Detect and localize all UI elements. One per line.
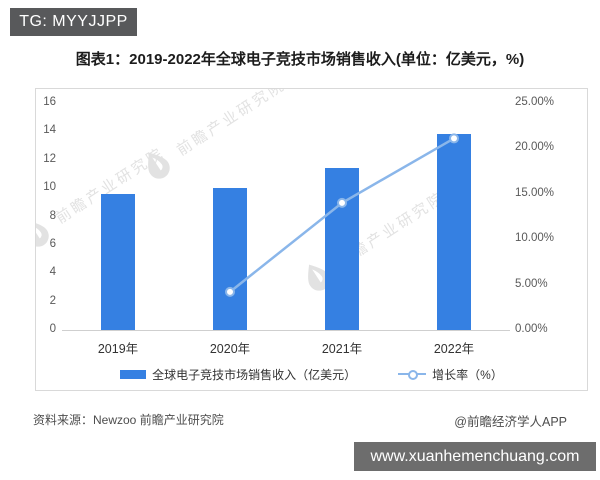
qianzhan-logo-watermark-icon [36, 209, 59, 256]
qianzhan-logo-watermark-icon [133, 141, 180, 188]
url-watermark-bar: www.xuanhemenchuang.com [354, 442, 596, 471]
watermark-text: 前瞻产业研究院 [333, 187, 449, 271]
page-title: 图表1：2019-2022年全球电子竞技市场销售收入(单位：亿美元，%) [75, 51, 525, 68]
watermark: 前瞻产业研究院 [133, 88, 292, 188]
credit-text: @前瞻经济学人APP [454, 415, 567, 429]
legend-line-dot [408, 370, 419, 380]
source-text: 资料来源：Newzoo 前瞻产业研究院 [33, 413, 224, 427]
watermark-text: 前瞻产业研究院 [52, 143, 168, 227]
watermark: 前瞻产业研究院 [36, 136, 172, 256]
qianzhan-logo-watermark-icon [293, 253, 340, 300]
url-text: www.xuanhemenchuang.com [370, 447, 580, 465]
chart-legend: 全球电子竞技市场销售收入（亿美元） 增长率（%） [35, 364, 588, 384]
legend-label-growth: 增长率（%） [432, 367, 503, 382]
legend-label-revenue: 全球电子竞技市场销售收入（亿美元） [152, 367, 357, 382]
watermark: 前瞻产业研究院 [293, 180, 452, 300]
watermark-text: 前瞻产业研究院 [173, 88, 289, 159]
chart-panel: 前瞻产业研究院 前瞻产业研究院 前瞻产业研究院 [35, 88, 588, 391]
legend-line-swatch [398, 370, 427, 380]
legend-item-growth: 增长率（%） [398, 366, 503, 383]
legend-item-revenue: 全球电子竞技市场销售收入（亿美元） [120, 366, 356, 383]
tg-badge-text: TG: MYYJJPP [19, 13, 128, 30]
tg-badge: TG: MYYJJPP [10, 8, 137, 36]
legend-bar-swatch [120, 369, 147, 379]
